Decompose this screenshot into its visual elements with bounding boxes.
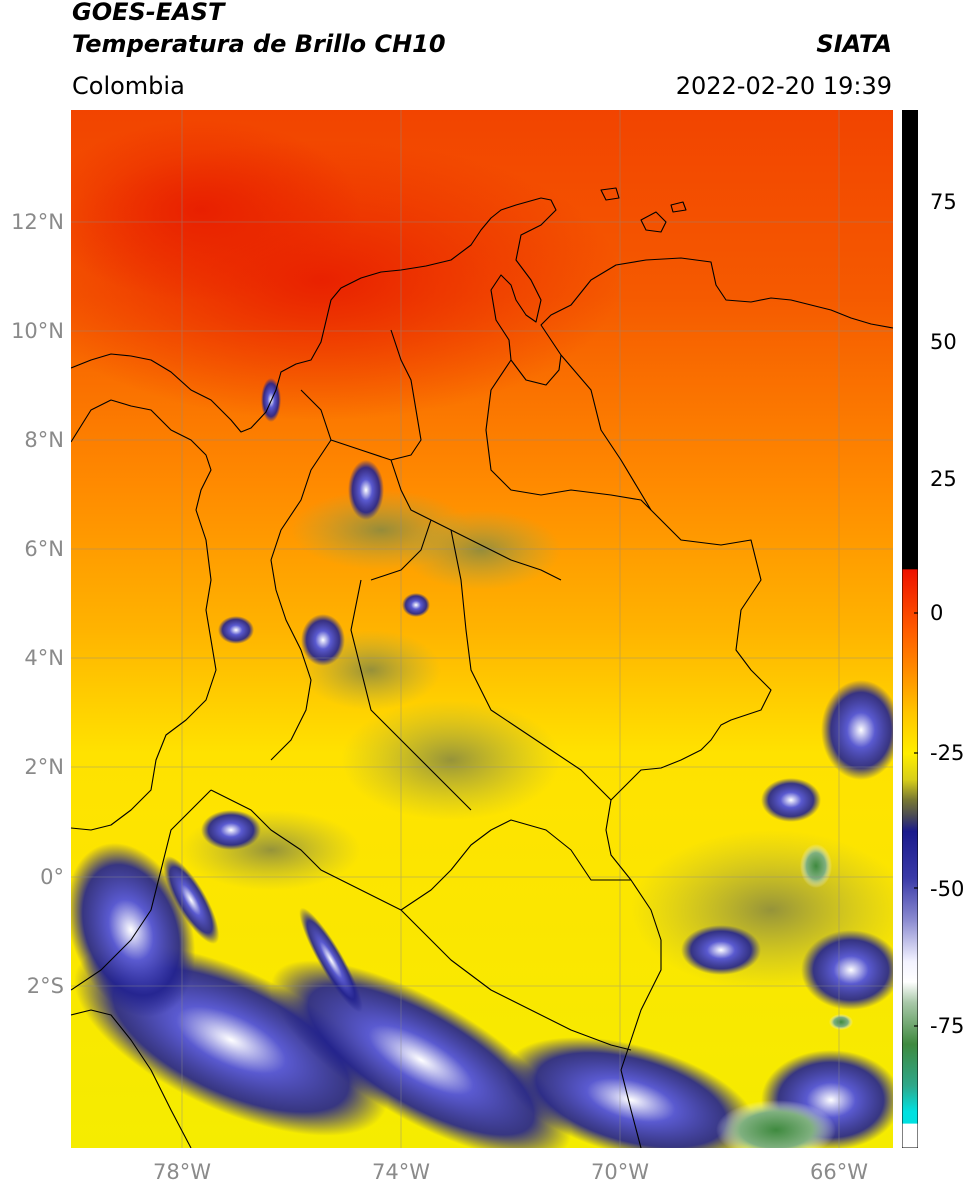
- ecuador-border: [71, 789, 212, 991]
- colorbar-ticks: [914, 201, 918, 1027]
- storm-cell: [504, 1037, 758, 1148]
- cloud-area: [341, 700, 561, 820]
- storm-cell: [681, 925, 761, 975]
- caribbean-coast: [71, 197, 893, 433]
- peru-brazil-border: [400, 909, 632, 1051]
- pacific-coast: [71, 399, 217, 831]
- storm-cell: [71, 842, 196, 1018]
- storm-cell: [270, 960, 572, 1148]
- colorbar-tick-label: -50: [930, 877, 965, 901]
- lat-label: 0°: [40, 865, 64, 889]
- colombia-border-east: [485, 359, 772, 1148]
- hot-region: [71, 120, 361, 300]
- lon-label: 70°W: [591, 1160, 649, 1184]
- lat-label: 6°N: [24, 537, 64, 561]
- storm-cell: [301, 614, 345, 666]
- title-datetime: 2022-02-20 19:39: [675, 72, 892, 100]
- storm-cell: [201, 810, 261, 850]
- lat-label: 10°N: [11, 319, 64, 343]
- title-region: Colombia: [72, 72, 185, 100]
- lat-label: 2°N: [24, 755, 64, 779]
- storm-cell: [348, 460, 384, 520]
- lon-label: 78°W: [153, 1160, 211, 1184]
- storm-cell: [801, 930, 893, 1010]
- satellite-map: [71, 110, 893, 1148]
- cold-top: [716, 1100, 836, 1148]
- gridlines: [71, 110, 893, 1148]
- colorbar: [902, 110, 918, 1148]
- cloud-area: [401, 510, 561, 590]
- colorbar-tick-label: 0: [930, 601, 944, 625]
- colorbar-tick-label: 75: [930, 190, 957, 214]
- lon-label: 74°W: [372, 1160, 430, 1184]
- venezuela-internal: [560, 354, 652, 511]
- title-product: Temperatura de Brillo CH10: [72, 30, 446, 58]
- island: [600, 187, 620, 201]
- storm-cell: [761, 778, 821, 822]
- lat-label: 12°N: [11, 210, 64, 234]
- island: [670, 201, 687, 213]
- lat-label: 2°S: [26, 974, 64, 998]
- colorbar-tick-label: -75: [930, 1014, 965, 1038]
- cold-top: [800, 844, 832, 888]
- dept-lines: [270, 329, 612, 811]
- title-satellite: GOES-EAST: [72, 0, 225, 26]
- title-source: SIATA: [816, 30, 892, 58]
- peru-coast: [71, 1009, 192, 1148]
- cold-top: [829, 1014, 853, 1030]
- lat-label: 8°N: [24, 428, 64, 452]
- lat-label: 4°N: [24, 646, 64, 670]
- colorbar-tick-label: 25: [930, 467, 957, 491]
- borders: [71, 187, 893, 1148]
- island: [640, 211, 667, 233]
- colorbar-tick-label: -25: [930, 741, 965, 765]
- storm-cell: [218, 616, 254, 644]
- lon-label: 66°W: [810, 1160, 868, 1184]
- storm-cell: [402, 593, 430, 617]
- storm-cell: [162, 856, 220, 944]
- colorbar-tick-label: 50: [930, 330, 957, 354]
